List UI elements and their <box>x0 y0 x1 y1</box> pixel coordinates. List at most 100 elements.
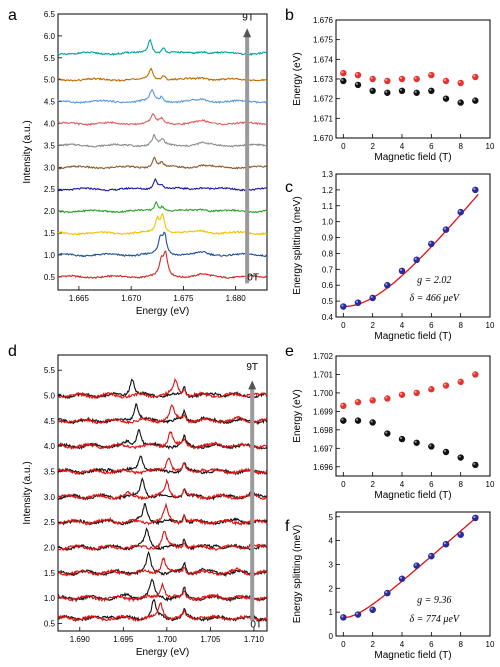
x-tick-label: 1.710 <box>244 635 265 644</box>
data-point <box>369 75 376 83</box>
data-point <box>369 294 376 302</box>
data-point <box>354 71 362 79</box>
data-point <box>472 186 479 194</box>
y-axis-label: Intensity (a.u.) <box>22 461 33 524</box>
panel-letter: b <box>285 7 294 24</box>
y-tick-label: 1.2 <box>322 186 334 195</box>
field-top-label: 9T <box>242 13 254 24</box>
x-tick-label: 0 <box>341 640 346 649</box>
data-point-highlight <box>385 90 388 93</box>
data-point-highlight <box>458 532 461 535</box>
x-tick-label: 4 <box>400 640 405 649</box>
data-point-highlight <box>473 515 476 519</box>
x-tick-label: 1.690 <box>70 635 91 644</box>
data-point-highlight <box>370 295 373 299</box>
spectrum-line-red <box>57 377 268 400</box>
data-point-highlight <box>355 82 359 85</box>
x-tick-label: 4 <box>400 480 405 489</box>
panel-letter: e <box>285 343 294 360</box>
data-point <box>354 81 362 89</box>
y-tick-label: 1.672 <box>313 95 334 104</box>
y-axis-label: Energy splitting (meV) <box>292 196 303 294</box>
field-bottom-label: 0T <box>250 619 262 630</box>
y-tick-label: 3.0 <box>44 163 56 172</box>
spectrum-line <box>57 156 268 170</box>
data-point-highlight <box>385 431 388 434</box>
panel-d: 1.690 1.695 1.700 1.705 1.710 0.5 1.0 1.5 2.0 2.5… <box>8 343 268 658</box>
data-point-highlight <box>341 418 344 421</box>
panel-letter: a <box>8 7 17 24</box>
data-point <box>457 531 464 538</box>
data-point-highlight <box>443 78 447 82</box>
data-point <box>413 439 420 446</box>
data-point-highlight <box>399 88 403 91</box>
x-tick-label: 10 <box>486 142 495 151</box>
data-point-highlight <box>473 372 476 375</box>
y-tick-label: 4.0 <box>44 442 56 451</box>
x-axis-label: Energy (eV) <box>136 306 189 317</box>
x-tick-label: 1.675 <box>173 294 194 303</box>
data-point <box>340 69 347 77</box>
y-tick-label: 1.671 <box>313 114 334 123</box>
fit-curve <box>343 193 479 308</box>
y-tick-label: 1.673 <box>313 75 334 84</box>
y-axis-label: Energy (eV) <box>292 52 303 105</box>
y-tick-label: 0 <box>329 632 334 641</box>
x-axis-label: Energy (eV) <box>136 647 189 658</box>
data-point <box>398 575 406 582</box>
data-point-highlight <box>458 100 461 103</box>
panel-letter: c <box>285 179 293 196</box>
field-arrow-shaft <box>245 35 250 284</box>
spectrum-line <box>58 67 268 83</box>
data-point-highlight <box>443 383 447 386</box>
x-tick-label: 0 <box>341 480 346 489</box>
data-point <box>428 443 435 450</box>
y-tick-label: 1.697 <box>313 444 334 453</box>
y-tick-label: 4 <box>329 537 334 546</box>
x-tick-label: 6 <box>429 142 434 151</box>
data-point-highlight <box>458 379 461 382</box>
y-tick-label: 3 <box>329 560 334 569</box>
x-tick-label: 1.670 <box>121 294 142 303</box>
x-tick-label: 0 <box>341 142 346 151</box>
spectrum-line <box>57 177 268 192</box>
data-point <box>457 378 464 386</box>
data-point-highlight <box>385 396 388 399</box>
data-point-highlight <box>341 71 344 74</box>
plot-frame <box>335 511 491 637</box>
spectrum-line <box>57 88 268 104</box>
data-point-highlight <box>355 418 359 421</box>
data-point <box>354 299 362 306</box>
data-point <box>472 461 479 469</box>
data-point <box>413 389 420 397</box>
x-tick-label: 10 <box>486 480 495 489</box>
y-tick-label: 1.676 <box>313 16 334 25</box>
y-tick-label: 6.5 <box>44 10 56 19</box>
field-bottom-label: 0T <box>247 272 259 283</box>
data-point-highlight <box>399 436 403 440</box>
data-point <box>428 87 435 95</box>
y-tick-label: 0.6 <box>322 281 334 290</box>
y-tick-label: 1.5 <box>44 229 56 238</box>
data-point <box>442 540 450 548</box>
x-tick-label: 6 <box>429 640 434 649</box>
y-axis-label: Energy (eV) <box>292 389 303 442</box>
data-point <box>398 75 406 83</box>
data-point-highlight <box>443 542 447 545</box>
x-tick-label: 8 <box>458 142 463 151</box>
spectrum-line-black <box>57 502 268 526</box>
y-tick-label: 3.5 <box>44 141 56 150</box>
field-arrow-head <box>243 28 252 38</box>
y-tick-label: 1.698 <box>313 426 334 435</box>
data-point <box>384 395 391 402</box>
y-tick-label: 1.675 <box>313 36 334 45</box>
field-top-label: 9T <box>246 362 258 373</box>
x-axis-label: Magnetic field (T) <box>374 650 451 661</box>
data-point <box>340 77 347 85</box>
data-point <box>442 226 450 233</box>
data-point-highlight <box>443 96 447 99</box>
data-point-highlight <box>414 563 417 566</box>
data-point-highlight <box>458 210 461 213</box>
x-tick-label: 1.695 <box>113 635 134 644</box>
